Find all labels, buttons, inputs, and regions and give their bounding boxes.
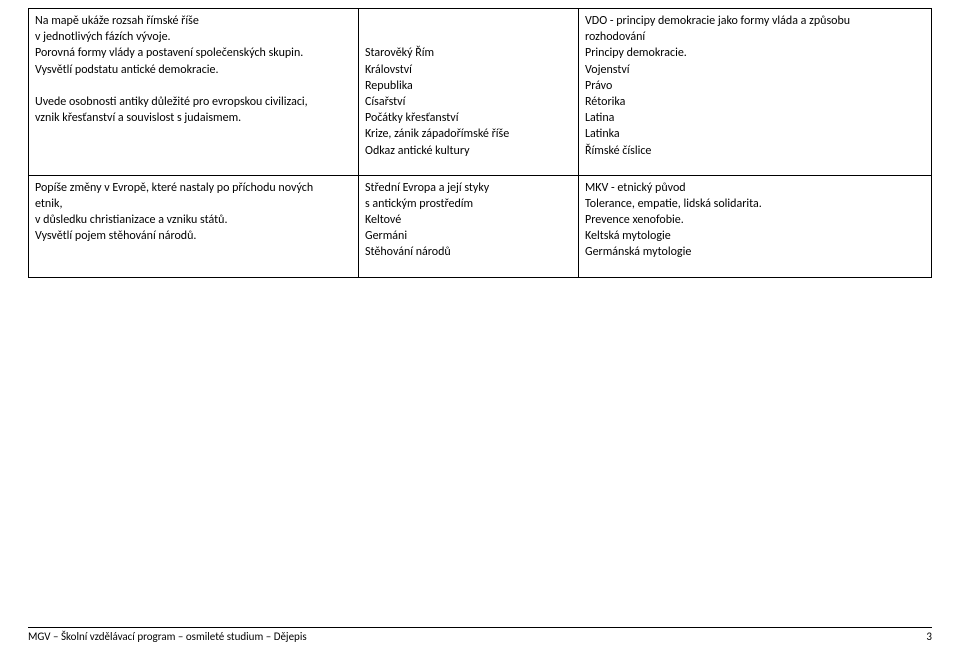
cell-content: Starověký Řím Království Republika Císař… — [359, 9, 579, 176]
footer-left: MGV – Školní vzdělávací program – osmile… — [28, 630, 307, 643]
table-row: Na mapě ukáže rozsah římské říše v jedno… — [29, 9, 932, 176]
text-line: etnik, — [35, 196, 352, 212]
text-line: Republika — [365, 78, 572, 94]
text-line — [365, 29, 572, 45]
text-line: Počátky křesťanství — [365, 110, 572, 126]
text-line: Rétorika — [585, 94, 925, 110]
text-line — [365, 13, 572, 29]
text-line: Odkaz antické kultury — [365, 143, 572, 159]
text-line: Latina — [585, 110, 925, 126]
text-line: VDO - principy demokracie jako formy vlá… — [585, 13, 925, 29]
text-line: Vysvětlí pojem stěhování národů. — [35, 228, 352, 244]
text-line: Krize, zánik západořímské říše — [365, 126, 572, 142]
text-line: Popíše změny v Evropě, které nastaly po … — [35, 180, 352, 196]
text-line: rozhodování — [585, 29, 925, 45]
text-line: v jednotlivých fázích vývoje. — [35, 29, 352, 45]
text-line: Římské číslice — [585, 143, 925, 159]
text-line: Vysvětlí podstatu antické demokracie. — [35, 62, 352, 78]
text-line: Porovná formy vlády a postavení společen… — [35, 45, 352, 61]
curriculum-table: Na mapě ukáže rozsah římské říše v jedno… — [28, 8, 932, 278]
cell-outcomes: Popíše změny v Evropě, které nastaly po … — [29, 175, 359, 277]
text-line: vznik křesťanství a souvislost s judaism… — [35, 110, 352, 126]
text-line: s antickým prostředím — [365, 196, 572, 212]
table-body: Na mapě ukáže rozsah římské říše v jedno… — [29, 9, 932, 278]
text-line: MKV - etnický původ — [585, 180, 925, 196]
text-line: Latinka — [585, 126, 925, 142]
text-line: Na mapě ukáže rozsah římské říše — [35, 13, 352, 29]
text-line: Germánská mytologie — [585, 244, 925, 260]
text-line: Principy demokracie. — [585, 45, 925, 61]
page: Na mapě ukáže rozsah římské říše v jedno… — [0, 0, 960, 657]
cell-cross: VDO - principy demokracie jako formy vlá… — [579, 9, 932, 176]
text-line: Právo — [585, 78, 925, 94]
text-line: Tolerance, empatie, lidská solidarita. — [585, 196, 925, 212]
text-line: Keltové — [365, 212, 572, 228]
text-line: Císařství — [365, 94, 572, 110]
text-line: v důsledku christianizace a vzniku států… — [35, 212, 352, 228]
cell-content: Střední Evropa a její styky s antickým p… — [359, 175, 579, 277]
text-line: Germáni — [365, 228, 572, 244]
table-row: Popíše změny v Evropě, které nastaly po … — [29, 175, 932, 277]
cell-cross: MKV - etnický původ Tolerance, empatie, … — [579, 175, 932, 277]
text-line: Stěhování národů — [365, 244, 572, 260]
cell-outcomes: Na mapě ukáže rozsah římské říše v jedno… — [29, 9, 359, 176]
text-line — [35, 78, 352, 94]
text-line: Prevence xenofobie. — [585, 212, 925, 228]
text-line: Starověký Řím — [365, 45, 572, 61]
page-footer: MGV – Školní vzdělávací program – osmile… — [28, 627, 932, 643]
footer-page-number: 3 — [926, 630, 932, 643]
text-line: Uvede osobnosti antiky důležité pro evro… — [35, 94, 352, 110]
text-line: Střední Evropa a její styky — [365, 180, 572, 196]
text-line: Keltská mytologie — [585, 228, 925, 244]
text-line: Vojenství — [585, 62, 925, 78]
text-line: Království — [365, 62, 572, 78]
